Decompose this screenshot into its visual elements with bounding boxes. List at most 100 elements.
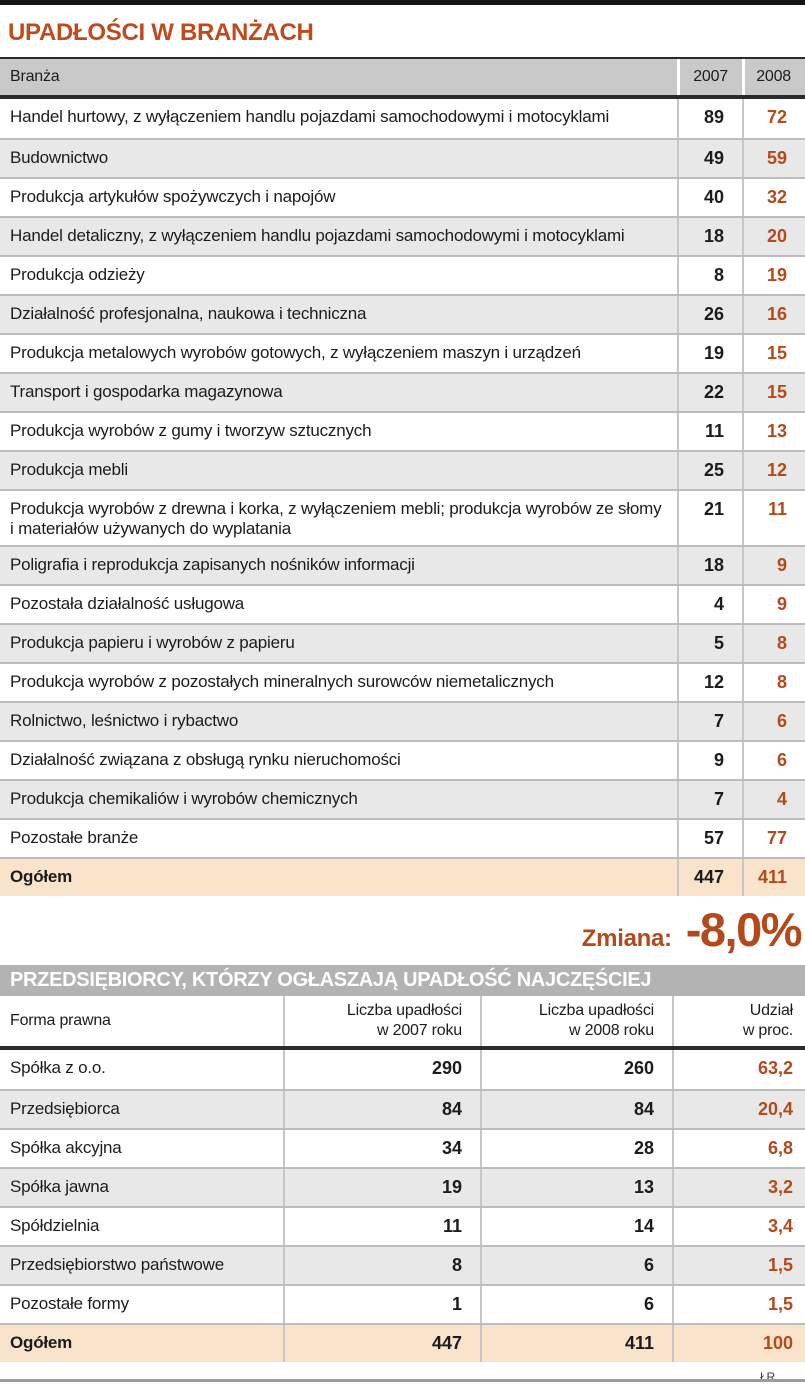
value-2008: 59 — [742, 140, 805, 177]
table-row: Spółka akcyjna 34 28 6,8 — [0, 1128, 805, 1168]
industry-label: Produkcja metalowych wyrobów gotowych, z… — [10, 343, 581, 362]
value-2008: 28 — [480, 1130, 672, 1168]
value-2007: 18 — [677, 547, 742, 585]
industry-label: Produkcja wyrobów z pozostałych mineraln… — [10, 672, 554, 692]
value-2008: 77 — [742, 820, 805, 858]
total-2008: 411 — [742, 859, 805, 897]
value-2008: 6 — [742, 703, 805, 741]
industry-label: Działalność związana z obsługą rynku nie… — [10, 750, 401, 770]
value-2008: 8 — [742, 625, 805, 663]
value-2008: 19 — [742, 257, 805, 294]
industry-label: Produkcja mebli — [10, 460, 128, 479]
bottom-border-line — [0, 1379, 805, 1382]
value-2007: 19 — [283, 1169, 480, 1207]
value-2007: 34 — [283, 1130, 480, 1168]
value-2007: 89 — [677, 99, 742, 138]
value-2008: 13 — [742, 413, 805, 450]
value-share-percent: 20,4 — [672, 1091, 805, 1129]
table-row: Spółka jawna 19 13 3,2 — [0, 1167, 805, 1207]
change-annotation: Zmiana: -8,0% — [0, 896, 805, 959]
value-share-percent: 1,5 — [672, 1247, 805, 1285]
table-row: Spółka z o.o. 290 260 63,2 — [0, 1050, 805, 1090]
value-2008: 9 — [742, 586, 805, 624]
legal-form-label: Spółdzielnia — [10, 1216, 100, 1236]
column-header-2008: 2008 — [742, 59, 805, 95]
table-row: Produkcja odzieży 8 19 — [0, 255, 805, 294]
industry-label: Rolnictwo, leśnictwo i rybactwo — [10, 711, 239, 731]
value-share-percent: 1,5 — [672, 1286, 805, 1324]
table-row: Działalność profesjonalna, naukowa i tec… — [0, 294, 805, 333]
table-row: Działalność związana z obsługą rynku nie… — [0, 740, 805, 780]
industry-label: Produkcja chemikaliów i wyrobów chemiczn… — [10, 789, 358, 809]
table-row: Produkcja chemikaliów i wyrobów chemiczn… — [0, 779, 805, 819]
value-2007: 1 — [283, 1286, 480, 1324]
legal-form-label: Pozostałe formy — [10, 1294, 129, 1314]
industries-table-body: Handel hurtowy, z wyłączeniem handlu poj… — [0, 99, 805, 858]
table-row: Poligrafia i reprodukcja zapisanych nośn… — [0, 545, 805, 585]
change-label: Zmiana: — [581, 925, 672, 953]
legal-forms-table-header: Forma prawna Liczba upadłości w 2007 rok… — [0, 996, 805, 1051]
table-row: Produkcja wyrobów z pozostałych mineraln… — [0, 662, 805, 702]
value-2007: 21 — [677, 491, 742, 546]
value-2008: 12 — [742, 452, 805, 489]
value-2008: 84 — [480, 1091, 672, 1129]
value-2007: 57 — [677, 820, 742, 858]
value-2008: 15 — [742, 374, 805, 411]
value-2008: 6 — [480, 1247, 672, 1285]
value-2008: 8 — [742, 664, 805, 702]
industry-label: Pozostałe branże — [10, 828, 139, 848]
total-2007: 447 — [677, 859, 742, 897]
value-2007: 19 — [677, 335, 742, 372]
value-2007: 8 — [283, 1247, 480, 1285]
industry-label: Handel hurtowy, z wyłączeniem handlu poj… — [10, 107, 610, 126]
value-2008: 20 — [742, 218, 805, 255]
table-row: Produkcja metalowych wyrobów gotowych, z… — [0, 333, 805, 372]
table-row: Przedsiębiorca 84 84 20,4 — [0, 1089, 805, 1129]
industry-label: Produkcja odzieży — [10, 265, 145, 284]
table-row: Budownictwo 49 59 — [0, 138, 805, 177]
table-row: Produkcja mebli 25 12 — [0, 450, 805, 489]
table-row: Spółdzielnia 11 14 3,4 — [0, 1206, 805, 1246]
industries-table: Branża 2007 2008 Handel hurtowy, z wyłąc… — [0, 57, 805, 897]
total-2007: 447 — [283, 1325, 480, 1363]
table-row: Produkcja wyrobów z gumy i tworzyw sztuc… — [0, 411, 805, 450]
column-header-forma-prawna: Forma prawna — [10, 1012, 111, 1030]
value-2007: 11 — [677, 413, 742, 450]
table-row: Handel hurtowy, z wyłączeniem handlu poj… — [0, 99, 805, 138]
value-2007: 18 — [677, 218, 742, 255]
value-2008: 6 — [742, 742, 805, 780]
total-udzial: 100 — [672, 1325, 805, 1363]
legal-form-label: Przedsiębiorca — [10, 1099, 120, 1119]
value-2008: 14 — [480, 1208, 672, 1246]
table-row: Pozostała działalność usługowa 4 9 — [0, 584, 805, 624]
value-2007: 25 — [677, 452, 742, 489]
table-row: Handel detaliczny, z wyłączeniem handlu … — [0, 216, 805, 255]
industry-label: Pozostała działalność usługowa — [10, 594, 245, 614]
value-2008: 11 — [742, 491, 805, 546]
total-label: Ogółem — [10, 867, 73, 887]
value-2008: 13 — [480, 1169, 672, 1207]
column-header-udzial: Udział w proc. — [672, 996, 805, 1047]
value-share-percent: 3,2 — [672, 1169, 805, 1207]
value-2008: 15 — [742, 335, 805, 372]
value-share-percent: 6,8 — [672, 1130, 805, 1168]
change-value: -8,0% — [685, 903, 803, 957]
column-header-2007: 2007 — [677, 59, 742, 95]
table-row: Produkcja papieru i wyrobów z papieru 5 8 — [0, 623, 805, 663]
industry-label: Działalność profesjonalna, naukowa i tec… — [10, 304, 367, 323]
industries-table-title: UPADŁOŚCI W BRANŻACH — [8, 19, 314, 46]
industries-table-header: Branża 2007 2008 — [0, 57, 805, 99]
value-2007: 7 — [677, 781, 742, 819]
value-2008: 260 — [480, 1050, 672, 1090]
table-row: Transport i gospodarka magazynowa 22 15 — [0, 372, 805, 411]
value-share-percent: 63,2 — [672, 1050, 805, 1090]
value-2008: 72 — [742, 99, 805, 138]
total-label: Ogółem — [10, 1333, 73, 1353]
legal-forms-table-title: PRZEDSIĘBIORCY, KTÓRZY OGŁASZAJĄ UPADŁOŚ… — [0, 965, 805, 997]
legal-forms-table-body: Spółka z o.o. 290 260 63,2 Przedsiębiorca 84 8… — [0, 1050, 805, 1324]
table-row: Pozostałe formy 1 6 1,5 — [0, 1284, 805, 1324]
value-share-percent: 3,4 — [672, 1208, 805, 1246]
industry-label: Produkcja wyrobów z drewna i korka, z wy… — [10, 499, 662, 539]
value-2007: 9 — [677, 742, 742, 780]
